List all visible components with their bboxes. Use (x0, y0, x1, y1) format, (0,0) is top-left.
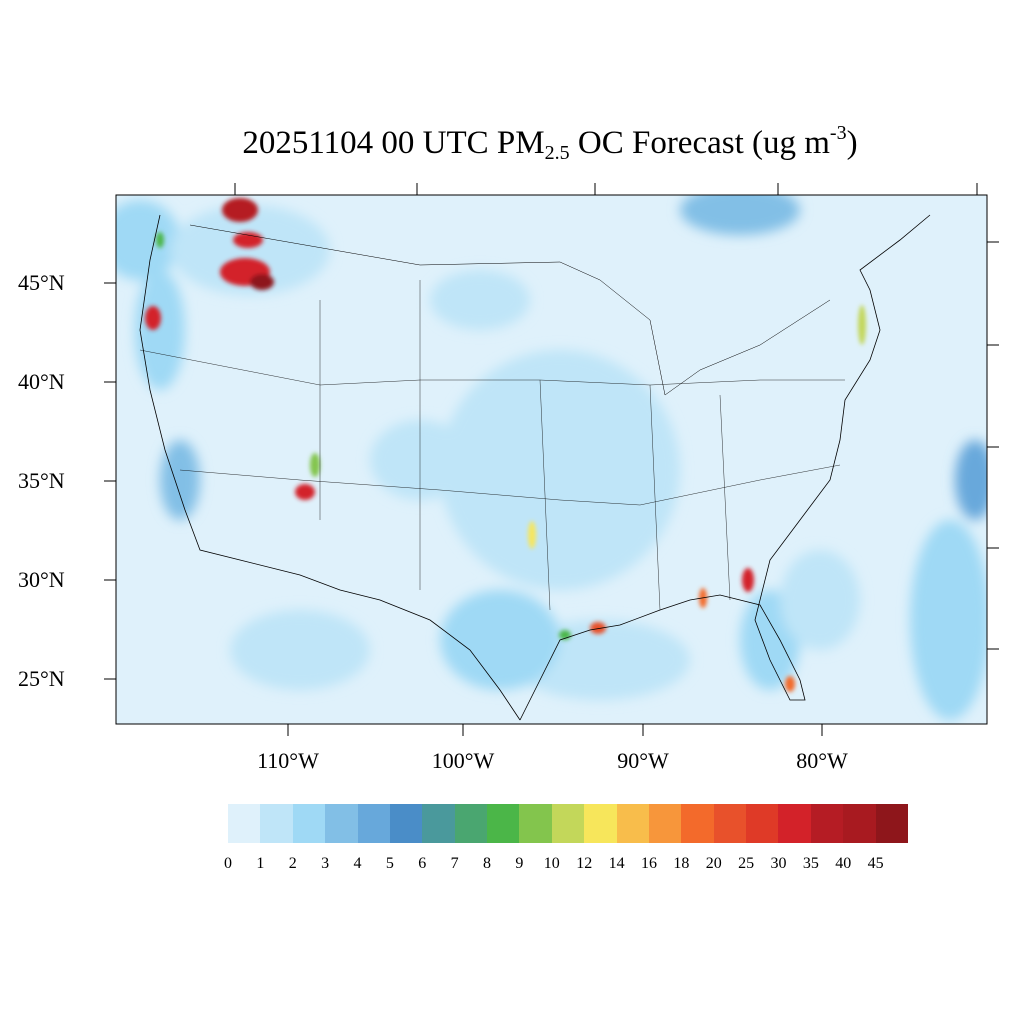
colorbar-label: 14 (608, 855, 625, 872)
lon-label-100w: 100°W (431, 748, 495, 773)
colorbar-label: 3 (321, 855, 330, 872)
colorbar-label: 2 (288, 855, 297, 872)
shaded-region (135, 270, 185, 390)
colorbar-label: 0 (224, 855, 232, 872)
colorbar-swatch (325, 804, 358, 843)
colorbar-swatch (810, 804, 844, 843)
shaded-region (295, 484, 315, 500)
shaded-region (440, 350, 680, 590)
shaded-region (222, 198, 258, 222)
shaded-region (590, 622, 606, 634)
colorbar-swatch (551, 804, 585, 843)
colorbar-swatch (778, 804, 811, 843)
title-text-mid: OC Forecast (ug m (569, 125, 830, 161)
lon-label-80w: 80°W (796, 748, 848, 773)
colorbar-swatch (519, 804, 552, 843)
colorbar-swatch (843, 804, 876, 843)
shaded-region (910, 520, 987, 720)
colorbar-label: 8 (483, 855, 492, 872)
colorbar-swatch (389, 804, 423, 843)
map-title: 20251104 00 UTC PM2.5 OC Forecast (ug m-… (0, 122, 1024, 165)
colorbar-swatch (454, 804, 487, 843)
colorbar-swatch (228, 804, 261, 843)
shaded-region (780, 550, 860, 650)
colorbar-swatch (422, 804, 455, 843)
map-frame (115, 194, 988, 725)
shaded-region (170, 205, 330, 295)
shaded-region (250, 274, 274, 290)
colorbar-swatch (357, 804, 390, 843)
lat-label-25: 25°N (18, 666, 65, 691)
colorbar-label: 6 (418, 855, 427, 872)
shaded-region (785, 676, 795, 692)
colorbar-label: 12 (576, 855, 593, 872)
colorbar-label: 10 (543, 855, 560, 872)
axis-ticks (104, 183, 999, 736)
colorbar-label: 7 (450, 855, 459, 872)
title-text: 20251104 00 UTC PM (242, 125, 545, 161)
shaded-region (310, 453, 320, 477)
lat-label-45: 45°N (18, 270, 65, 295)
title-text-end: ) (846, 125, 858, 161)
colorbar-label: 16 (640, 855, 657, 872)
colorbar-swatch (875, 804, 908, 843)
colorbar-swatch (616, 804, 649, 843)
colorbar-label: 4 (353, 855, 362, 872)
shaded-region (160, 440, 200, 520)
colorbar-label: 5 (385, 855, 394, 872)
colorbar-label: 9 (515, 855, 524, 872)
shaded-region (233, 232, 263, 248)
lon-label-90w: 90°W (617, 748, 669, 773)
colorbar-label: 35 (802, 855, 819, 872)
colorbar-label: 30 (770, 855, 787, 872)
title-subscript: 2.5 (544, 142, 570, 164)
lon-label-110w: 110°W (257, 748, 319, 773)
colorbar (228, 804, 908, 843)
colorbar-label: 25 (738, 855, 755, 872)
shaded-region (230, 610, 370, 690)
lat-label-35: 35°N (18, 468, 65, 493)
shaded-region (742, 568, 754, 592)
colorbar-swatch (260, 804, 293, 843)
colorbar-swatch (292, 804, 326, 843)
coastline-and-borders (139, 214, 931, 721)
colorbar-swatch (681, 804, 714, 843)
lat-label-30: 30°N (18, 567, 65, 592)
colorbar-swatch (487, 804, 520, 843)
title-superscript: -3 (829, 122, 847, 144)
colorbar-swatch (648, 804, 682, 843)
shaded-region (430, 270, 530, 330)
colorbar-swatch (746, 804, 779, 843)
shaded-region (858, 305, 866, 345)
lat-label-40: 40°N (18, 369, 65, 394)
colorbar-label: 18 (673, 855, 690, 872)
shaded-region (145, 306, 161, 330)
shaded-region (116, 200, 180, 280)
shaded-region (680, 195, 800, 235)
colorbar-swatch (584, 804, 617, 843)
colorbar-swatch (713, 804, 746, 843)
colorbar-label: 20 (705, 855, 722, 872)
colorbar-label: 45 (867, 855, 884, 872)
shaded-region (156, 232, 164, 248)
shaded-region (440, 590, 560, 690)
shaded-region (955, 440, 987, 520)
colorbar-label: 1 (256, 855, 265, 872)
shaded-region (528, 521, 536, 549)
colorbar-label: 40 (835, 855, 852, 872)
concentration-field (116, 195, 987, 724)
